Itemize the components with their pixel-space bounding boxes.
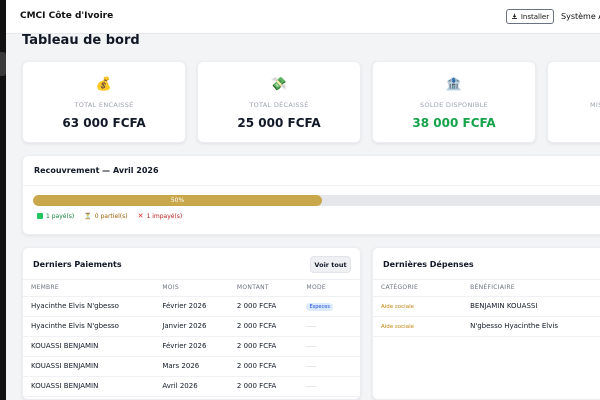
table-row[interactable]: Hyacinthe Elvis N'gbesso Janvier 2026 2 …: [23, 316, 360, 337]
install-button[interactable]: Installer: [506, 9, 554, 24]
cell-mode: [298, 336, 360, 357]
money-wings-icon: 💸: [270, 77, 288, 92]
cell-membre: Hyacinthe Elvis N'gbesso: [23, 316, 155, 337]
table-row[interactable]: Hyacinthe Elvis N'gbesso Février 2026 2 …: [23, 296, 360, 317]
download-icon: [511, 13, 517, 20]
stat-label: TOTAL ENCAISSÉ: [74, 101, 134, 109]
recouvrement-progress-bar: 50%: [33, 195, 600, 206]
left-window-edge: [0, 0, 6, 400]
progress-label: 50%: [170, 197, 185, 204]
cell-membre: KOUASSI BENJAMIN: [23, 376, 155, 397]
table-row[interactable]: KOUASSI BENJAMIN Avril 2026 2 000 FCFA: [23, 376, 360, 397]
empty-mode: [306, 325, 317, 327]
dernieres-depenses-card: Dernières Dépenses CATÉGORIE BÉNÉFICIAIR…: [372, 247, 600, 400]
app-title: CMCI Côte d'Ivoire: [20, 11, 114, 21]
stat-value: 63 000 FCFA: [62, 116, 146, 130]
derniers-paiements-card: Derniers Paiements Voir tout MEMBRE MOIS…: [22, 247, 361, 400]
col-header-mode: MODE: [298, 280, 360, 297]
cell-mois: Février 2026: [154, 336, 229, 357]
cell-mois: Février 2026: [154, 296, 229, 317]
cell-montant: 2 000 FCFA: [228, 316, 299, 337]
table-row[interactable]: KOUASSI BENJAMIN Mars 2026 2 000 FCFA: [23, 356, 360, 377]
install-button-label: Installer: [520, 12, 550, 21]
divider: [23, 279, 360, 280]
col-header-montant: MONTANT: [228, 280, 299, 297]
stat-label: SOLDE DISPONIBLE: [420, 101, 488, 109]
cell-montant: 2 000 FCFA: [228, 336, 299, 357]
cell-mode: [298, 376, 360, 397]
page-title: Tableau de bord: [22, 33, 140, 48]
empty-mode: [306, 365, 317, 367]
window-edge-tab: [0, 52, 6, 76]
stat-label: TOTAL DÉCAISSÉ: [249, 101, 309, 109]
cell-mois: Avril 2026: [154, 376, 229, 397]
table-row[interactable]: KOUASSI BENJAMIN Février 2026 2 000 FCFA: [23, 336, 360, 357]
cell-membre: KOUASSI BENJAMIN: [23, 356, 155, 377]
legend-partial-label: 0 partiel(s): [94, 212, 128, 220]
category-badge: Aide sociale: [381, 304, 414, 310]
hourglass-icon: ⏳: [84, 212, 92, 220]
table-row[interactable]: Aide sociale BENJAMIN KOUASSI: [373, 296, 600, 317]
divider: [373, 279, 600, 280]
table-header-row: MEMBRE MOIS MONTANT MODE: [23, 280, 360, 297]
voir-tout-button[interactable]: Voir tout: [310, 256, 351, 273]
cell-mode: [298, 316, 360, 337]
cell-montant: 2 000 FCFA: [228, 296, 299, 317]
expenses-table: CATÉGORIE BÉNÉFICIAIRE Aide sociale BENJ…: [373, 280, 600, 337]
table-header-row: CATÉGORIE BÉNÉFICIAIRE: [373, 280, 600, 297]
recouvrement-title: Recouvrement — Avril 2026: [34, 166, 159, 175]
table-row[interactable]: Aide sociale N'gbesso Hyacinthe Elvis: [373, 316, 600, 337]
cell-mode: [298, 356, 360, 377]
legend-paid-label: 1 payé(s): [46, 212, 75, 220]
money-bag-icon: 💰: [95, 77, 113, 92]
progress-fill: 50%: [33, 195, 322, 206]
cell-membre: KOUASSI BENJAMIN: [23, 336, 155, 357]
stat-value: 38 000 FCFA: [412, 116, 496, 130]
stat-card-partial: MIS: [547, 61, 600, 143]
cell-mois: Mars 2026: [154, 356, 229, 377]
stat-label: MIS: [590, 101, 600, 109]
payments-title: Derniers Paiements: [33, 260, 122, 269]
col-header-mois: MOIS: [154, 280, 229, 297]
payments-table: MEMBRE MOIS MONTANT MODE Hyacinthe Elvis…: [23, 280, 360, 397]
cell-mois: Janvier 2026: [154, 316, 229, 337]
col-header-beneficiaire: BÉNÉFICIAIRE: [462, 280, 600, 297]
legend-paid: 1 payé(s): [37, 212, 74, 220]
legend-unpaid: ✕ 1 impayé(s): [138, 212, 183, 220]
mode-badge: Especes: [306, 302, 333, 311]
cell-beneficiaire: N'gbesso Hyacinthe Elvis: [462, 316, 600, 337]
stat-card-total-encaisse: 💰 TOTAL ENCAISSÉ 63 000 FCFA: [22, 61, 186, 143]
recouvrement-legend: 1 payé(s) ⏳ 0 partiel(s) ✕ 1 impayé(s): [37, 212, 182, 220]
top-bar: CMCI Côte d'Ivoire Installer Système AB: [6, 0, 600, 34]
empty-mode: [306, 345, 317, 347]
bank-icon: 🏦: [445, 77, 463, 92]
cell-membre: Hyacinthe Elvis N'gbesso: [23, 296, 155, 317]
legend-unpaid-label: 1 impayé(s): [146, 212, 183, 220]
legend-partial: ⏳ 0 partiel(s): [84, 212, 127, 220]
cell-categorie: Aide sociale: [373, 316, 463, 337]
system-user-label[interactable]: Système AB: [561, 12, 600, 21]
cell-mode: Especes: [298, 296, 360, 317]
cell-beneficiaire: BENJAMIN KOUASSI: [462, 296, 600, 317]
cell-montant: 2 000 FCFA: [228, 356, 299, 377]
cross-icon: ✕: [137, 212, 144, 220]
stat-card-total-decaisse: 💸 TOTAL DÉCAISSÉ 25 000 FCFA: [197, 61, 361, 143]
expenses-title: Dernières Dépenses: [383, 260, 474, 269]
stat-card-solde-disponible: 🏦 SOLDE DISPONIBLE 38 000 FCFA: [372, 61, 536, 143]
check-square-icon: [37, 213, 43, 219]
col-header-categorie: CATÉGORIE: [373, 280, 463, 297]
category-badge: Aide sociale: [381, 324, 414, 330]
divider: [23, 185, 600, 186]
empty-mode: [306, 385, 317, 387]
cell-montant: 2 000 FCFA: [228, 376, 299, 397]
stat-value: 25 000 FCFA: [237, 116, 321, 130]
cell-categorie: Aide sociale: [373, 296, 463, 317]
col-header-membre: MEMBRE: [23, 280, 155, 297]
